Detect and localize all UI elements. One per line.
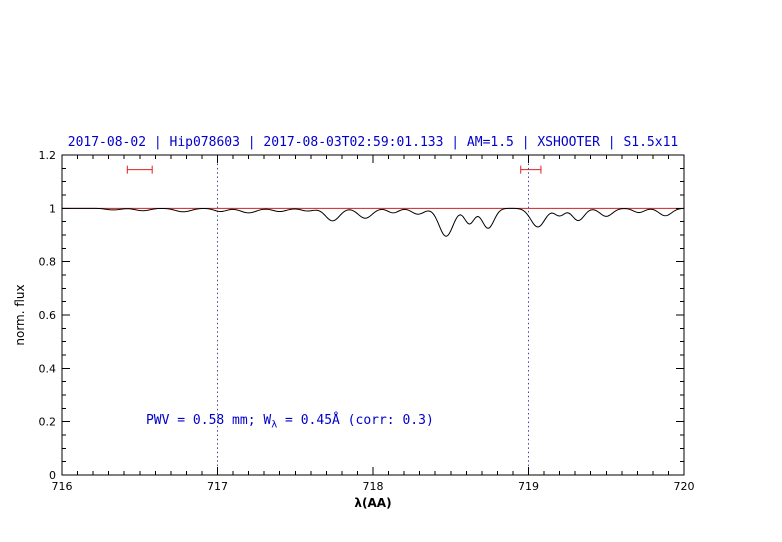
x-axis-label: λ(AA) [354, 496, 392, 510]
y-tick-label: 1.2 [39, 149, 57, 162]
y-tick-label: 0.6 [39, 309, 57, 322]
spectrum-path [62, 207, 685, 237]
lambda-subscript: λ [271, 419, 278, 431]
x-tick-label: 720 [674, 480, 695, 493]
pwv-annotation: PWV = 0.58 mm; Wλ = 0.45Å (corr: 0.3) [146, 413, 434, 431]
plot-title: 2017-08-02 | Hip078603 | 2017-08-03T02:5… [67, 135, 679, 150]
pwv-annotation-text-2: = 0.45Å (corr: 0.3) [277, 412, 434, 428]
x-tick-label: 719 [518, 480, 539, 493]
x-tick-label: 718 [363, 480, 384, 493]
y-tick-label: 0.8 [39, 256, 57, 269]
y-axis-label: norm. flux [13, 284, 27, 346]
y-tick-label: 1 [49, 202, 56, 215]
y-tick-label: 0 [49, 469, 56, 482]
y-tick-label: 0.4 [39, 362, 57, 375]
y-tick-label: 0.2 [39, 416, 57, 429]
x-tick-label: 716 [52, 480, 73, 493]
x-tick-label: 717 [207, 480, 228, 493]
pwv-annotation-text: PWV = 0.58 mm; W [145, 412, 272, 428]
